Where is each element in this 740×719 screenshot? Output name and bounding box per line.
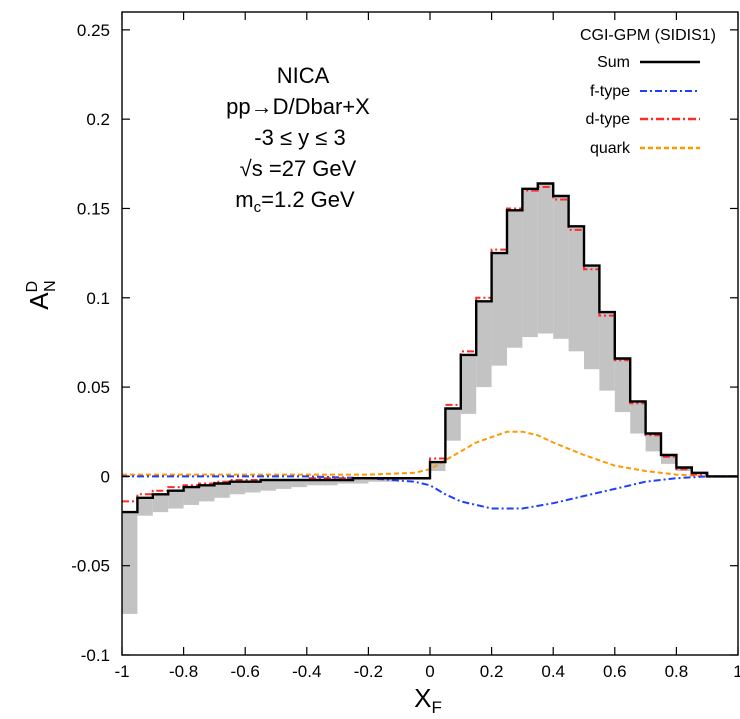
band-bar	[630, 401, 646, 434]
band-bar	[122, 512, 138, 614]
band-bar	[168, 490, 184, 509]
band-bar	[337, 479, 353, 484]
x-tick-label: 0.6	[603, 662, 627, 681]
band-bar	[445, 408, 461, 441]
x-tick-label: -0.4	[292, 662, 321, 681]
annotation-experiment: NICA	[277, 63, 330, 88]
y-axis-label-sub: N	[42, 280, 59, 292]
band-bar	[245, 481, 261, 493]
band-bar	[260, 479, 276, 491]
legend: CGI-GPM (SIDIS1) Sum f-type d-type quark	[580, 27, 716, 157]
band-bar	[229, 481, 246, 495]
band-bar	[507, 210, 523, 348]
x-tick-label: 0.2	[480, 662, 504, 681]
band-bar	[276, 479, 292, 489]
legend-title: CGI-GPM (SIDIS1)	[580, 27, 716, 44]
y-tick-label: 0	[101, 467, 110, 486]
legend-label-quark: quark	[590, 140, 631, 157]
band-bar	[368, 478, 384, 482]
band-bar	[599, 312, 615, 391]
series-quark	[122, 430, 738, 478]
band-bar	[322, 479, 338, 486]
annotation-rapidity: -3 ≤ y ≤ 3	[254, 125, 345, 150]
legend-label-sum: Sum	[597, 54, 630, 71]
band-bar	[553, 195, 569, 339]
y-tick-label: 0.25	[77, 21, 110, 40]
x-tick-label: -0.2	[354, 662, 383, 681]
x-tick-label: 0.8	[665, 662, 689, 681]
legend-label-f-type: f-type	[590, 83, 630, 100]
annotation-process: pp→D/Dbar+X	[226, 94, 370, 119]
band-bar	[152, 494, 169, 513]
uncertainty-band	[122, 183, 738, 614]
band-bar	[430, 462, 446, 472]
band-bar	[645, 433, 661, 452]
band-bar	[291, 479, 307, 488]
band-bar	[584, 265, 600, 370]
x-tick-label: -1	[114, 662, 129, 681]
band-bar	[537, 183, 554, 334]
y-tick-label: 0.1	[86, 289, 110, 308]
y-tick-label: -0.05	[71, 557, 110, 576]
tick-layer: -1 -0.8 -0.6 -0.4 -0.2 0 0.2 0.4 0.6 0.8 1 -0.1 -0.0…	[71, 12, 740, 681]
x-tick-label: 0.4	[541, 662, 565, 681]
annotation-mass-main: m	[235, 187, 253, 212]
svg-text:ADN: ADN	[24, 280, 59, 309]
band-bar	[491, 253, 507, 366]
band-bar	[214, 483, 230, 498]
band-bar	[614, 358, 631, 413]
series-sum	[122, 182, 738, 514]
band-bar	[522, 188, 538, 338]
series-layer	[122, 182, 738, 514]
y-axis-label: ADN	[24, 280, 59, 309]
annotation-mass-rest: =1.2 GeV	[261, 187, 355, 212]
x-axis-label: XF	[414, 683, 442, 717]
x-tick-label: -0.6	[231, 662, 260, 681]
annotation-mass-sub: c	[254, 199, 262, 216]
x-axis-label-main: X	[414, 683, 431, 713]
band-bar	[306, 479, 323, 486]
annotation-mass: mc=1.2 GeV	[235, 187, 355, 216]
y-tick-label: 0.15	[77, 199, 110, 218]
x-tick-label: -0.8	[169, 662, 198, 681]
y-tick-label: -0.1	[81, 646, 110, 665]
y-axis-label-main: A	[24, 292, 54, 310]
legend-label-d-type: d-type	[586, 111, 631, 128]
band-bar	[383, 478, 400, 482]
band-bar	[476, 301, 492, 388]
band-bar	[661, 454, 677, 464]
x-tick-label: 1	[733, 662, 740, 681]
band-bar	[353, 478, 369, 484]
band-bar	[460, 354, 477, 414]
annotation-energy: √s =27 GeV	[240, 156, 357, 181]
x-axis-label-sub: F	[431, 698, 441, 717]
band-bar	[568, 226, 584, 352]
y-axis-label-sup: D	[24, 281, 41, 293]
annotation: NICA pp→D/Dbar+X -3 ≤ y ≤ 3 √s =27 GeV m…	[226, 63, 370, 216]
band-bar	[137, 497, 153, 516]
x-tick-label: 0	[425, 662, 434, 681]
y-tick-label: 0.2	[86, 110, 110, 129]
y-tick-label: 0.05	[77, 378, 110, 397]
band-bar	[183, 487, 199, 505]
band-bar	[199, 485, 215, 502]
